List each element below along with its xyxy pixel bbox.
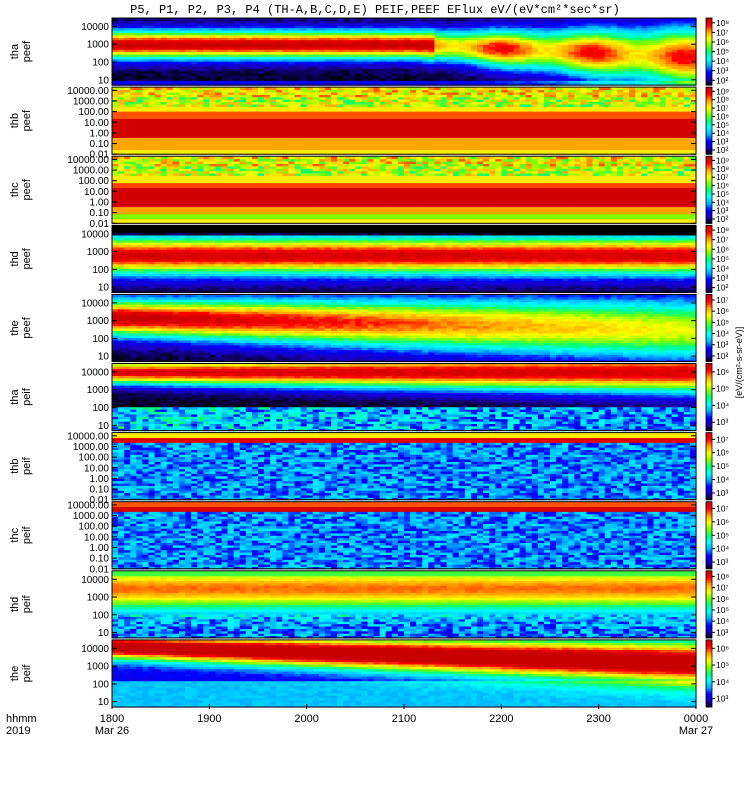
panel-thb-peef: 0.010.101.0010.00100.001000.0010000.00th…	[9, 86, 729, 161]
y-tick-label: 10000	[81, 22, 109, 33]
panel-label-probe: tha	[9, 43, 21, 59]
figure-title: P5, P1, P2, P3, P4 (TH-A,B,C,D,E) PEIF,P…	[130, 3, 620, 17]
colorbar-tick-label: 10⁶	[716, 37, 729, 47]
colorbar-tick-label: 10⁸	[716, 18, 729, 28]
colorbar: 10²10³10⁴10⁵10⁶10⁷10⁸	[706, 18, 729, 86]
colorbar-tick-label: 10²	[716, 75, 728, 85]
y-tick-label: 100	[92, 57, 109, 68]
colorbar-tick-label: 10³	[716, 66, 728, 76]
colorbar-tick-label: 10⁷	[716, 27, 729, 37]
panels: 10 100 1000 10000 thapeef 10²10³10⁴10⁵10⁶10⁷1…	[9, 18, 744, 708]
y-tick-label: 1000	[87, 40, 110, 51]
colorbar-tick-label: 10⁴	[716, 56, 729, 66]
panel-tha-peef: 10 100 1000 10000 thapeef 10²10³10⁴10⁵10⁶10⁷1…	[9, 18, 729, 86]
heatmap-cells	[112, 87, 697, 155]
panel-label: thapeef	[9, 40, 33, 62]
heatmap-cells	[112, 18, 697, 86]
colorbar-tick-label: 10⁵	[716, 47, 729, 57]
y-tick-label: 10	[98, 75, 110, 86]
panel-label-product: peef	[21, 40, 33, 62]
